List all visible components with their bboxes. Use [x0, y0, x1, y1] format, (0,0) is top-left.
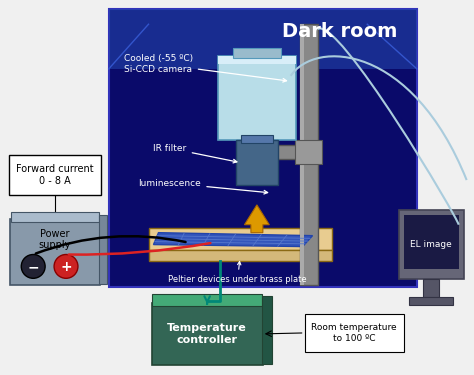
Circle shape: [21, 255, 45, 278]
Text: luminescence: luminescence: [138, 178, 268, 194]
Bar: [305, 314, 404, 352]
Bar: [300, 24, 318, 285]
Bar: [423, 279, 439, 297]
FancyArrow shape: [245, 205, 269, 232]
FancyBboxPatch shape: [152, 303, 263, 364]
Bar: [148, 249, 332, 261]
Text: −: −: [27, 260, 39, 274]
Text: EL image: EL image: [410, 240, 452, 249]
Polygon shape: [154, 232, 312, 246]
Text: Room temperature
to 100 ºC: Room temperature to 100 ºC: [311, 323, 397, 343]
Text: Peltier devices under brass plate: Peltier devices under brass plate: [168, 261, 307, 284]
Text: Temperature
controller: Temperature controller: [167, 323, 247, 345]
Bar: [218, 56, 296, 140]
Bar: [11, 212, 99, 222]
Circle shape: [54, 255, 78, 278]
Text: Power
supply: Power supply: [39, 229, 71, 251]
Bar: [262, 296, 272, 364]
Text: Cooled (-55 ºC)
Si-CCD camera: Cooled (-55 ºC) Si-CCD camera: [124, 54, 287, 82]
Text: Forward current
0 - 8 A: Forward current 0 - 8 A: [16, 164, 94, 186]
Bar: [9, 155, 101, 195]
Bar: [236, 140, 278, 185]
Bar: [241, 135, 273, 143]
Bar: [233, 48, 281, 58]
Text: Dark room: Dark room: [282, 22, 397, 40]
FancyBboxPatch shape: [10, 219, 100, 285]
Bar: [295, 140, 322, 164]
Text: IR filter: IR filter: [154, 144, 237, 163]
Text: +: +: [60, 260, 72, 274]
Bar: [240, 146, 318, 159]
Bar: [404, 215, 459, 269]
Bar: [109, 9, 417, 287]
Bar: [153, 294, 262, 306]
Bar: [99, 215, 107, 284]
Bar: [399, 210, 464, 279]
Bar: [409, 297, 453, 305]
Bar: [148, 228, 332, 249]
Bar: [109, 9, 417, 69]
Bar: [218, 56, 296, 64]
Bar: [300, 24, 304, 285]
